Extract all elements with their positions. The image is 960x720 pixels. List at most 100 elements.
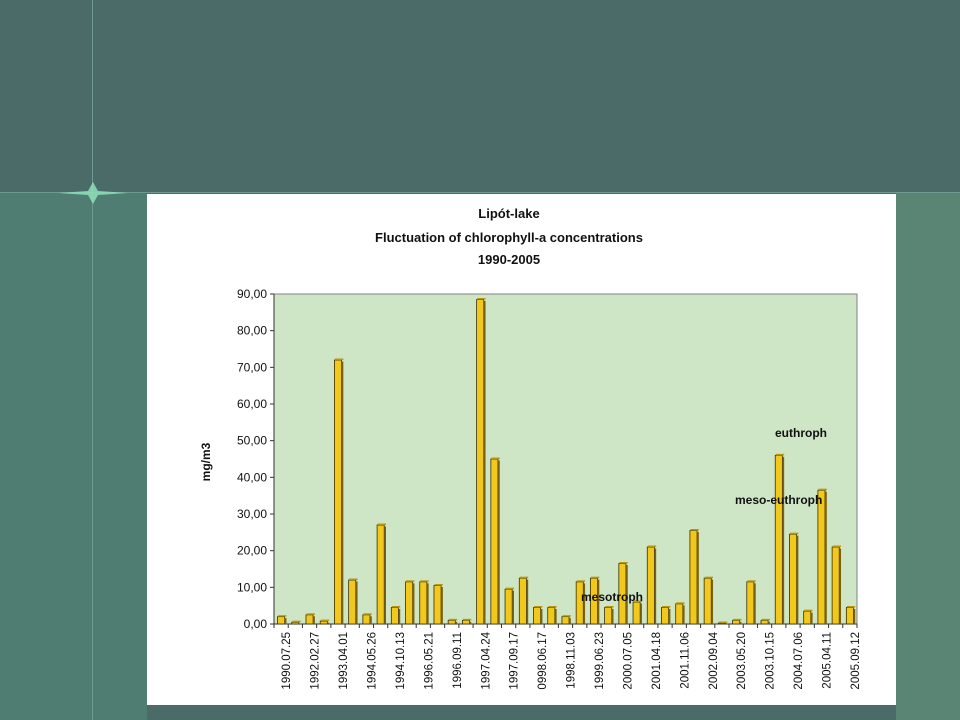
y-tick-label: 50,00 — [237, 434, 267, 448]
bar-top — [505, 587, 514, 590]
bar-top — [349, 578, 358, 580]
x-tick-label: 1998.11.03 — [566, 632, 578, 689]
bar-top — [633, 600, 642, 602]
bar-side — [327, 622, 330, 624]
bar-top — [832, 545, 842, 547]
bar-side — [583, 583, 586, 624]
bar-top — [534, 606, 543, 608]
bar-top — [562, 615, 571, 617]
x-tick-label: 1990.07.25 — [281, 632, 293, 690]
slide-divider-horizontal — [0, 192, 960, 193]
y-tick-label: 40,00 — [237, 470, 267, 484]
bar — [334, 359, 342, 625]
bar — [703, 577, 712, 625]
bar-top — [690, 529, 699, 531]
bar — [476, 299, 485, 625]
bar-side — [384, 526, 387, 624]
bar — [376, 524, 385, 625]
bar-top — [306, 613, 315, 615]
bar-side — [697, 532, 699, 624]
bar-side — [625, 565, 628, 624]
x-tick-label: 2000.07.05 — [622, 632, 634, 690]
bar-top — [619, 562, 628, 564]
bar-side — [611, 609, 614, 624]
bar — [803, 610, 812, 625]
bar-side — [796, 535, 799, 624]
bar-top — [420, 580, 429, 582]
bar — [646, 546, 655, 625]
x-tick-label: 2001.04.18 — [651, 632, 663, 690]
bar-top — [846, 606, 856, 608]
x-tick-label: 2002.09.04 — [708, 631, 720, 689]
bar-top — [676, 602, 685, 604]
bar-side — [398, 609, 401, 624]
bar-top — [292, 620, 301, 623]
chart-title-line-1: Lipót-lake — [478, 206, 539, 221]
bar — [774, 454, 783, 625]
bar — [533, 607, 542, 625]
bar-side — [483, 301, 486, 624]
bar-side — [739, 621, 742, 624]
bar-side — [640, 603, 642, 624]
x-tick-label: 1994.05.26 — [367, 632, 379, 690]
bar-top — [448, 618, 458, 621]
bar-side — [469, 621, 472, 624]
y-tick-label: 0,00 — [244, 617, 268, 631]
bar — [348, 579, 357, 625]
bar-side — [825, 491, 827, 624]
annotation-mesotroph: mesotroph — [581, 590, 643, 604]
x-tick-label: 1993.04.01 — [338, 632, 350, 690]
bar-side — [313, 616, 315, 624]
bar-side — [540, 609, 543, 624]
bar-side — [853, 609, 856, 624]
bar-side — [654, 548, 657, 624]
bar-side — [810, 612, 813, 624]
bar — [518, 577, 527, 625]
bar — [490, 458, 499, 625]
chart-title-line-3: 1990-2005 — [478, 252, 540, 267]
y-tick-label: 70,00 — [237, 360, 267, 374]
bar-top — [804, 609, 813, 612]
bar-side — [768, 621, 770, 624]
bar-top — [335, 358, 344, 360]
bar-side — [412, 583, 415, 624]
plot-area — [273, 293, 858, 625]
bar — [462, 619, 470, 625]
bar-top — [590, 576, 600, 579]
bar-top — [377, 523, 387, 525]
bar-side — [526, 579, 529, 624]
bar-top — [363, 613, 372, 615]
bar-side — [441, 587, 443, 624]
bar-side — [341, 361, 344, 624]
bar — [746, 581, 755, 625]
bar — [817, 489, 826, 625]
bar-side — [569, 618, 571, 624]
bar-top — [647, 545, 657, 547]
bar-top — [391, 606, 401, 608]
bar — [547, 607, 556, 625]
bar — [291, 621, 300, 625]
bar-side — [668, 609, 671, 624]
y-tick-label: 30,00 — [237, 507, 267, 521]
bar — [661, 607, 669, 625]
x-tick-label: 1996.05.21 — [423, 632, 435, 690]
chart-panel: Lipót-lake Fluctuation of chlorophyll-a … — [147, 194, 896, 705]
bar-top — [576, 580, 586, 582]
bar — [405, 581, 414, 625]
y-tick-label: 10,00 — [237, 580, 267, 594]
x-tick-label: 2005.09.12 — [850, 632, 862, 690]
bar-top — [733, 618, 742, 621]
y-tick-label: 80,00 — [237, 324, 267, 338]
bar-top — [463, 618, 472, 621]
annotation-euthroph: euthroph — [775, 426, 827, 440]
bar — [604, 607, 613, 625]
bar-side — [753, 583, 756, 624]
bar-side — [711, 579, 714, 624]
y-tick-label: 60,00 — [237, 397, 267, 411]
bar — [689, 530, 698, 625]
x-tick-label: 1996.09.11 — [452, 632, 464, 689]
bar — [632, 601, 641, 625]
bar — [390, 607, 399, 625]
x-tick-label: 1992.02.27 — [310, 632, 322, 690]
x-tick-label: 1994.10.13 — [395, 632, 407, 690]
